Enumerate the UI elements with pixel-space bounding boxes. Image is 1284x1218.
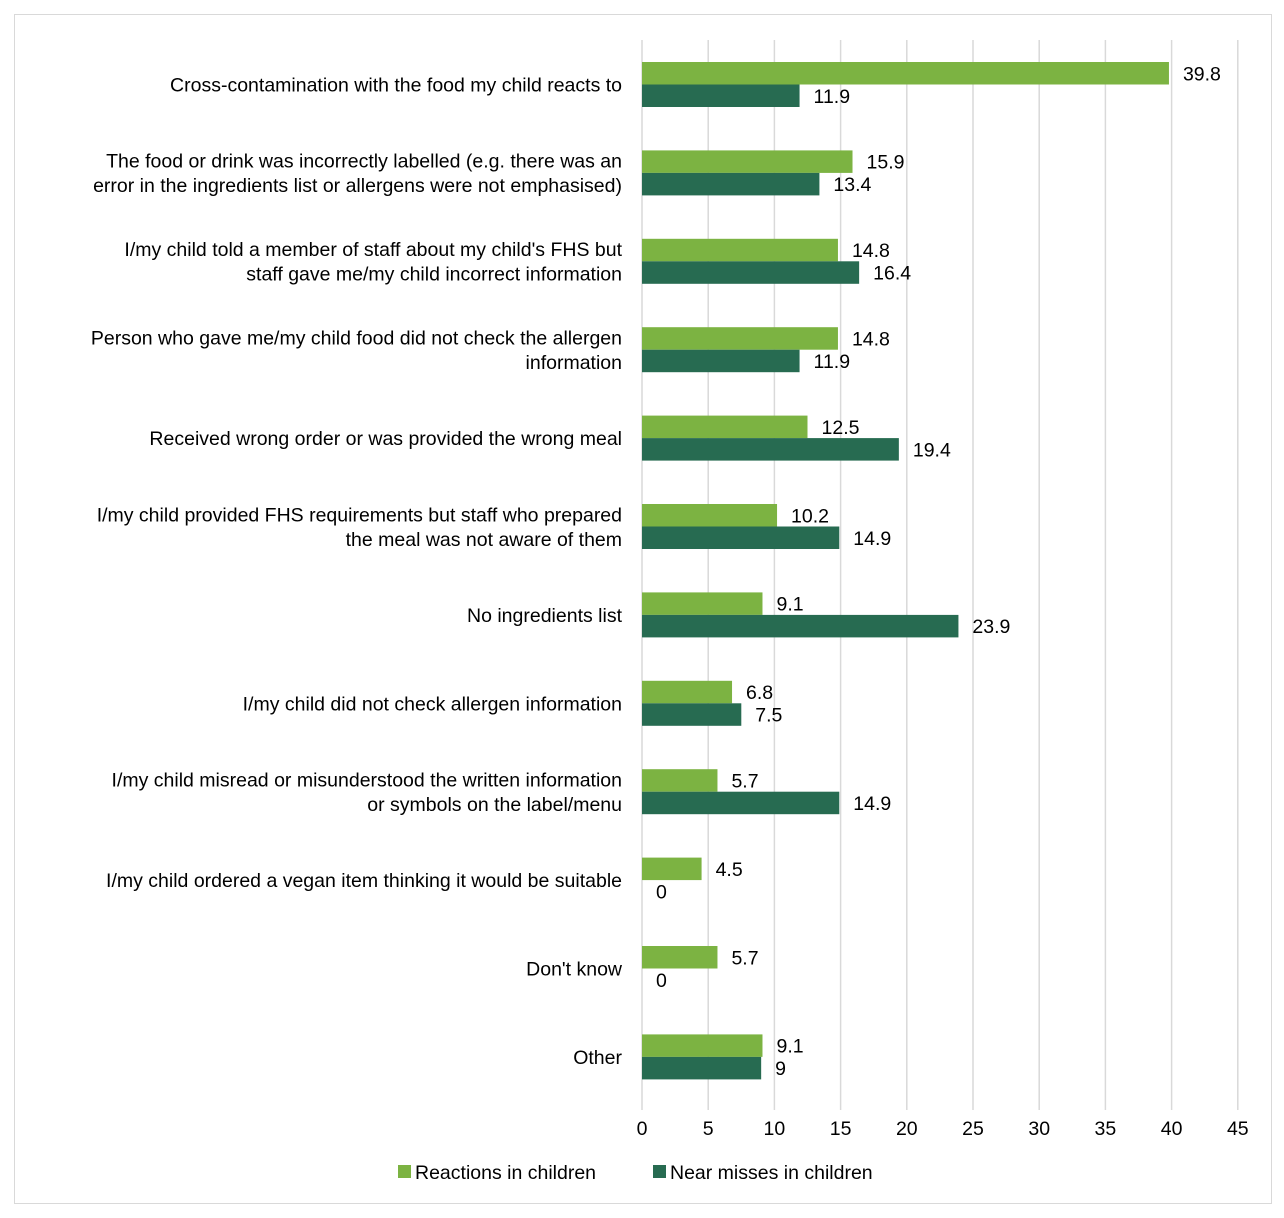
labels: 0 5 10 15 20 25 30 35 40 45 Cross-contamination wi… bbox=[91, 63, 1249, 1140]
x-tick-label-35: 35 bbox=[1095, 1118, 1117, 1140]
category-label: Other bbox=[573, 1047, 622, 1069]
legend-swatch-reactions bbox=[398, 1165, 411, 1178]
category-label: Cross-contamination with the food my chi… bbox=[170, 75, 622, 97]
data-label: 5.7 bbox=[731, 770, 758, 792]
bars bbox=[642, 62, 1169, 1080]
bar-near-misses bbox=[642, 791, 840, 815]
bar-near-misses bbox=[642, 526, 840, 549]
category-label: The food or drink was incorrectly labell… bbox=[106, 151, 622, 173]
bar-near-misses bbox=[642, 261, 860, 284]
data-label: 11.9 bbox=[814, 351, 851, 373]
bar-reactions bbox=[642, 62, 1169, 85]
data-label: 39.8 bbox=[1183, 63, 1221, 85]
data-label: 9.1 bbox=[776, 1036, 803, 1058]
category-label: Don't know bbox=[526, 959, 623, 981]
bar-reactions bbox=[642, 769, 718, 792]
bar-reactions bbox=[642, 592, 763, 615]
data-label: 14.9 bbox=[853, 793, 891, 815]
x-tick-label-45: 45 bbox=[1227, 1118, 1249, 1140]
category-label: the meal was not aware of them bbox=[346, 529, 622, 551]
category-label: error in the ingredients list or allerge… bbox=[93, 175, 622, 197]
data-label: 10.2 bbox=[791, 505, 829, 527]
bar-near-misses bbox=[642, 703, 742, 726]
bar-reactions bbox=[642, 680, 733, 704]
data-label: 11.9 bbox=[814, 86, 851, 108]
data-label: 19.4 bbox=[913, 439, 951, 461]
category-label: No ingredients list bbox=[467, 605, 623, 627]
data-label: 12.5 bbox=[822, 417, 860, 439]
data-label: 16.4 bbox=[873, 263, 911, 285]
legend-label-near-misses: Near misses in children bbox=[670, 1162, 873, 1184]
x-tick-label-20: 20 bbox=[896, 1118, 918, 1140]
category-label: or symbols on the label/menu bbox=[367, 794, 622, 816]
data-label: 9 bbox=[775, 1058, 786, 1080]
legend: Reactions in children Near misses in chil… bbox=[398, 1162, 873, 1184]
gridlines bbox=[641, 40, 1239, 1110]
bar-near-misses bbox=[642, 1056, 762, 1080]
bar-near-misses bbox=[642, 614, 959, 638]
data-label: 9.1 bbox=[776, 594, 803, 616]
legend-swatch-near-misses bbox=[653, 1165, 666, 1178]
x-tick-label-25: 25 bbox=[962, 1118, 984, 1140]
category-label: I/my child ordered a vegan item thinking… bbox=[106, 870, 622, 892]
bar-near-misses bbox=[642, 349, 800, 373]
category-label: I/my child provided FHS requirements but… bbox=[97, 504, 622, 526]
data-label: 23.9 bbox=[972, 616, 1010, 638]
data-label: 13.4 bbox=[833, 174, 871, 196]
category-label: I/my child told a member of staff about … bbox=[124, 239, 622, 261]
data-label: 0 bbox=[656, 970, 667, 992]
data-label: 14.9 bbox=[853, 528, 891, 550]
data-label: 14.8 bbox=[852, 240, 890, 262]
bar-reactions bbox=[642, 327, 838, 350]
data-label: 14.8 bbox=[852, 328, 890, 350]
data-label: 0 bbox=[656, 881, 667, 903]
category-label: Person who gave me/my child food did not… bbox=[91, 327, 622, 349]
category-label: I/my child misread or misunderstood the … bbox=[112, 769, 622, 791]
bar-reactions bbox=[642, 1034, 763, 1057]
x-tick-label-0: 0 bbox=[637, 1118, 648, 1140]
bar-reactions bbox=[642, 415, 808, 439]
data-label: 4.5 bbox=[716, 859, 743, 881]
x-tick-label-30: 30 bbox=[1028, 1118, 1050, 1140]
category-label: I/my child did not check allergen inform… bbox=[243, 693, 622, 715]
category-label: Received wrong order or was provided the… bbox=[149, 428, 622, 450]
x-tick-label-5: 5 bbox=[703, 1118, 714, 1140]
x-tick-label-40: 40 bbox=[1161, 1118, 1183, 1140]
category-label: staff gave me/my child incorrect informa… bbox=[246, 264, 622, 286]
bar-reactions bbox=[642, 504, 778, 527]
bar-reactions bbox=[642, 857, 702, 881]
data-label: 7.5 bbox=[755, 705, 782, 727]
category-label: information bbox=[526, 352, 622, 374]
bar-near-misses bbox=[642, 438, 899, 461]
bar-near-misses bbox=[642, 172, 820, 196]
bar-reactions bbox=[642, 946, 718, 969]
bar-near-misses bbox=[642, 84, 800, 107]
data-label: 6.8 bbox=[746, 682, 773, 704]
bar-reactions bbox=[642, 150, 853, 173]
x-tick-label-10: 10 bbox=[764, 1118, 786, 1140]
data-label: 15.9 bbox=[867, 152, 905, 174]
x-tick-label-15: 15 bbox=[830, 1118, 852, 1140]
legend-label-reactions: Reactions in children bbox=[415, 1162, 596, 1184]
bar-reactions bbox=[642, 238, 838, 262]
data-label: 5.7 bbox=[731, 947, 758, 969]
